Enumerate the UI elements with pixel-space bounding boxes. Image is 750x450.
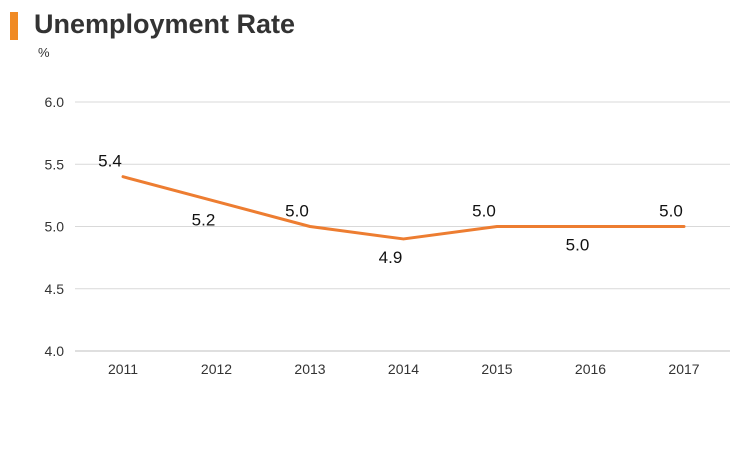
x-axis-ticks: 2011 2012 2013 2014 2015 2016 2017 [108, 361, 700, 377]
x-tick-label: 2017 [668, 361, 699, 377]
y-tick-label: 4.5 [45, 281, 65, 297]
y-tick-label: 6.0 [45, 94, 65, 110]
data-label: 5.0 [472, 202, 496, 221]
data-label: 5.2 [192, 211, 216, 230]
y-tick-label: 5.5 [45, 156, 65, 172]
data-label: 5.0 [659, 202, 683, 221]
x-tick-label: 2012 [201, 361, 232, 377]
x-tick-label: 2015 [481, 361, 512, 377]
y-tick-label: 5.0 [45, 219, 65, 235]
data-label: 4.9 [379, 248, 403, 267]
x-tick-label: 2013 [294, 361, 325, 377]
title-accent-bar [10, 12, 18, 40]
x-tick-label: 2016 [575, 361, 606, 377]
data-label: 5.0 [285, 202, 309, 221]
chart-title: Unemployment Rate [34, 9, 296, 39]
x-tick-label: 2011 [108, 361, 138, 377]
series-layer [121, 175, 686, 241]
series-line [121, 175, 686, 241]
y-axis-unit-label: % [38, 45, 50, 60]
data-label: 5.0 [566, 236, 590, 255]
data-label: 5.4 [98, 152, 122, 171]
data-labels: 5.4 5.2 5.0 4.9 5.0 5.0 5.0 [98, 152, 683, 267]
y-axis-ticks: 4.0 4.5 5.0 5.5 6.0 [45, 94, 65, 359]
x-tick-label: 2014 [388, 361, 419, 377]
y-tick-label: 4.0 [45, 343, 65, 359]
